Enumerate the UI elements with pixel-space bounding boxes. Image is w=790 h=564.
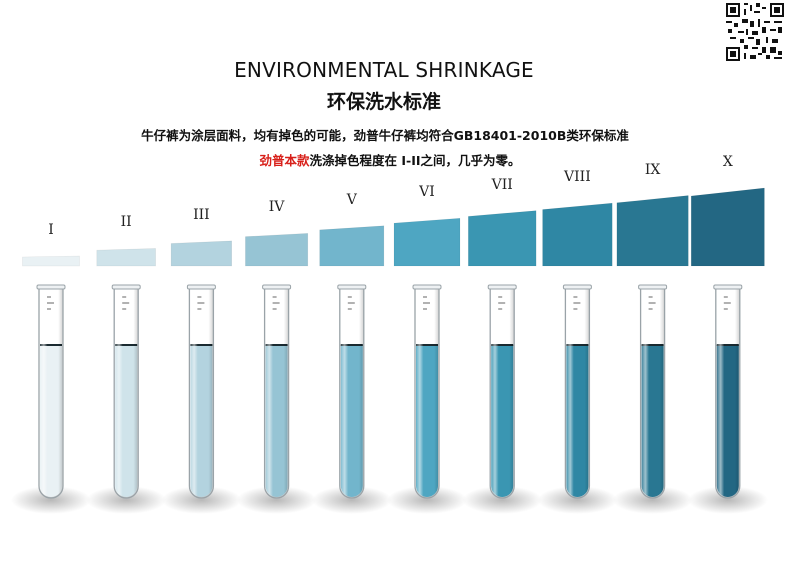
color-swatch-1 [22,255,80,267]
grade-label-5: V [346,191,357,208]
color-swatch-9 [616,195,689,267]
highlight-text: 劲普本款 [259,153,310,168]
color-swatch-10 [690,187,765,267]
test-tube-1 [11,284,91,514]
color-swatch-2 [96,248,156,267]
grade-label-10: X [722,154,733,170]
description-rest: 洗涤掉色程度在 I-II之间，几乎为零。 [309,153,521,168]
grade-label-2: II [120,214,132,231]
qr-code-icon [726,3,784,61]
test-tube-8 [537,284,618,514]
description-line-2: 劲普本款洗涤掉色程度在 I-II之间，几乎为零。 [0,150,780,169]
color-swatch-3 [170,240,232,267]
color-swatch-8 [542,202,613,267]
test-tube-2 [86,284,167,514]
grade-label-7: VII [491,176,513,193]
grade-label-4: IV [268,199,285,216]
grade-label-3: III [193,206,210,223]
color-swatch-4 [245,233,309,267]
test-tube-7 [462,284,543,514]
grade-label-6: VI [419,184,435,201]
test-tube-9 [612,284,693,514]
test-tube-6 [387,284,467,514]
grade-label-9: IX [644,161,661,178]
test-tube-5 [311,284,392,514]
grade-label-1: I [48,222,54,238]
color-swatch-5 [319,225,385,267]
color-swatch-7 [467,210,537,267]
test-tube-4 [236,284,317,514]
test-tube-10 [687,284,768,514]
title-english: ENVIRONMENTAL SHRINKAGE [234,58,534,82]
title-chinese: 环保洗水标准 [326,91,441,113]
color-swatch-6 [393,217,461,267]
grade-label-8: VIII [564,169,591,186]
description-line-1: 牛仔裤为涂层面料，均有掉色的可能，劲普牛仔裤均符合GB18401-2010B类环… [141,128,629,143]
test-tube-3 [161,284,242,514]
